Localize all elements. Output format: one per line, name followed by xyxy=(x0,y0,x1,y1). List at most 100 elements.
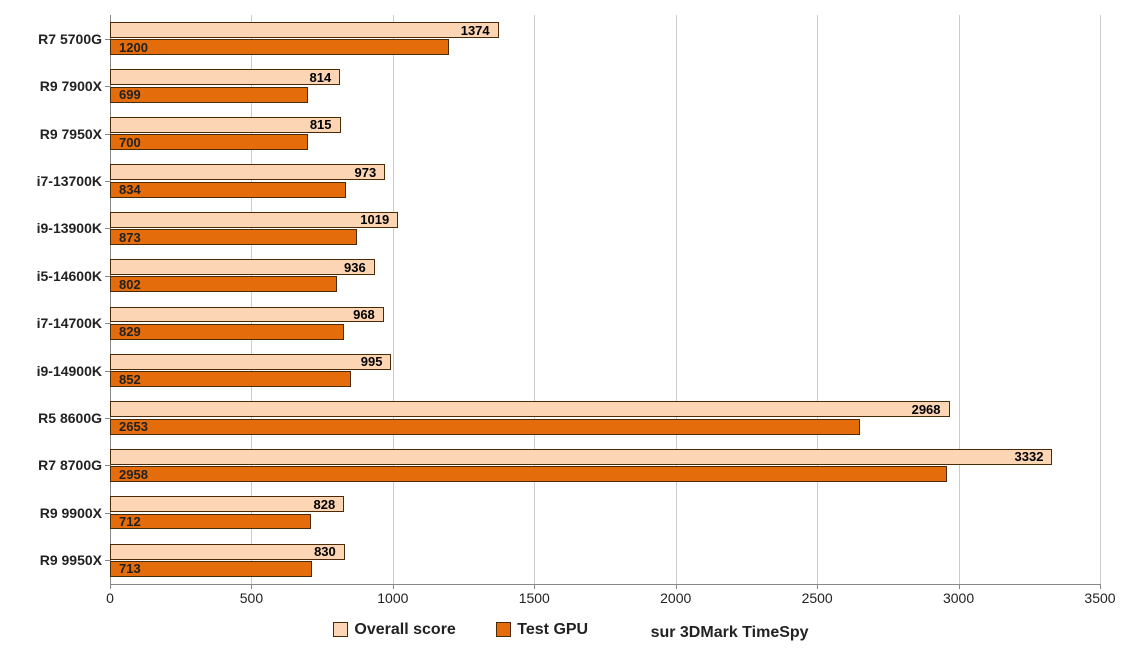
chart-row: R9 9950X830713 xyxy=(110,537,1100,584)
bar-gpu: 2958 xyxy=(110,466,947,482)
bar-group: 814 699 xyxy=(110,68,1100,103)
y-axis-label: i7-14700K xyxy=(10,300,110,347)
x-axis-label: 0 xyxy=(106,590,114,606)
bar-gpu: 700 xyxy=(110,134,308,150)
y-axis-label: i7-13700K xyxy=(10,157,110,204)
bar-gpu: 873 xyxy=(110,229,357,245)
legend-label-gpu: Test GPU xyxy=(517,621,588,639)
bar-value-overall: 828 xyxy=(314,497,336,512)
x-tick xyxy=(676,584,677,589)
chart-row: i5-14600K936802 xyxy=(110,252,1100,299)
benchmark-chart: 0 500 1000 1500 2000 2500 3000 3500 R7 5700G 1374… xyxy=(0,0,1124,654)
chart-row: R5 8600G29682653 xyxy=(110,394,1100,441)
y-axis-label: R9 9900X xyxy=(10,489,110,536)
bar-group: 828 712 xyxy=(110,495,1100,530)
x-axis-label: 2000 xyxy=(660,590,691,606)
bar-value-overall: 936 xyxy=(344,260,366,275)
bar-overall: 3332 xyxy=(110,449,1052,465)
bar-group: 830 713 xyxy=(110,543,1100,578)
bar-overall: 814 xyxy=(110,69,340,85)
x-axis-label: 3500 xyxy=(1084,590,1115,606)
bar-gpu: 829 xyxy=(110,324,344,340)
bar-value-gpu: 2653 xyxy=(119,419,148,434)
bar-value-overall: 815 xyxy=(310,117,332,132)
bar-value-gpu: 1200 xyxy=(119,40,148,55)
bar-value-gpu: 713 xyxy=(119,561,141,576)
bar-overall: 995 xyxy=(110,354,391,370)
chart-row: i9-13900K1019873 xyxy=(110,205,1100,252)
swatch-overall xyxy=(333,622,348,637)
bar-gpu: 834 xyxy=(110,182,346,198)
bar-group: 936 802 xyxy=(110,258,1100,293)
bar-overall: 2968 xyxy=(110,401,950,417)
x-axis-label: 500 xyxy=(240,590,263,606)
bar-value-gpu: 834 xyxy=(119,182,141,197)
bar-overall: 936 xyxy=(110,259,375,275)
bar-value-overall: 1374 xyxy=(461,23,490,38)
gridline xyxy=(1100,15,1101,584)
bar-value-overall: 995 xyxy=(361,354,383,369)
chart-row: R9 9900X828712 xyxy=(110,489,1100,536)
bar-gpu: 699 xyxy=(110,87,308,103)
bar-value-gpu: 873 xyxy=(119,230,141,245)
plot-area: 0500100015002000250030003500R7 5700G1374… xyxy=(110,15,1100,585)
bar-gpu: 1200 xyxy=(110,39,449,55)
y-axis-label: i9-13900K xyxy=(10,205,110,252)
y-axis-label: R7 8700G xyxy=(10,442,110,489)
bar-value-gpu: 829 xyxy=(119,324,141,339)
chart-row: i9-14900K995852 xyxy=(110,347,1100,394)
bar-group: 3332 2958 xyxy=(110,448,1100,483)
bar-value-gpu: 712 xyxy=(119,514,141,529)
bar-overall: 828 xyxy=(110,496,344,512)
bar-value-gpu: 802 xyxy=(119,277,141,292)
bar-value-overall: 2968 xyxy=(912,402,941,417)
bar-group: 1019 873 xyxy=(110,211,1100,246)
bar-value-gpu: 700 xyxy=(119,135,141,150)
y-axis-label: R7 5700G xyxy=(10,15,110,62)
bar-overall: 1374 xyxy=(110,22,499,38)
bar-value-gpu: 852 xyxy=(119,372,141,387)
chart-row: R7 8700G33322958 xyxy=(110,442,1100,489)
x-tick xyxy=(959,584,960,589)
x-tick xyxy=(534,584,535,589)
legend-label-overall: Overall score xyxy=(354,621,455,639)
bar-gpu: 2653 xyxy=(110,419,860,435)
x-tick xyxy=(393,584,394,589)
legend-item-gpu: Test GPU xyxy=(496,621,588,639)
chart-row: i7-14700K968829 xyxy=(110,300,1100,347)
bar-group: 973834 xyxy=(110,163,1100,198)
legend-item-overall: Overall score xyxy=(333,621,455,639)
x-axis-label: 1500 xyxy=(519,590,550,606)
x-tick xyxy=(817,584,818,589)
bar-value-overall: 814 xyxy=(310,70,332,85)
bar-group: 995 852 xyxy=(110,353,1100,388)
bar-group: 2968 2653 xyxy=(110,400,1100,435)
y-axis-label: R5 8600G xyxy=(10,394,110,441)
bar-gpu: 712 xyxy=(110,514,311,530)
bar-overall: 830 xyxy=(110,544,345,560)
y-axis-label: i5-14600K xyxy=(10,252,110,299)
x-axis-label: 2500 xyxy=(802,590,833,606)
bar-value-overall: 968 xyxy=(353,307,375,322)
legend-caption: sur 3DMark TimeSpy xyxy=(651,624,809,642)
bar-value-gpu: 2958 xyxy=(119,467,148,482)
y-axis-label: i9-14900K xyxy=(10,347,110,394)
bar-overall: 815 xyxy=(110,117,341,133)
x-axis-label: 3000 xyxy=(943,590,974,606)
bar-group: 815 700 xyxy=(110,116,1100,151)
legend: Overall score Test GPU sur 3DMark TimeSp… xyxy=(0,621,1124,643)
x-tick xyxy=(251,584,252,589)
chart-row: R9 7950X815700 xyxy=(110,110,1100,157)
y-axis-label: R9 7950X xyxy=(10,110,110,157)
x-axis-label: 1000 xyxy=(377,590,408,606)
bar-gpu: 802 xyxy=(110,276,337,292)
chart-row: i7-13700K973834 xyxy=(110,157,1100,204)
bar-value-overall: 3332 xyxy=(1015,449,1044,464)
x-tick xyxy=(1100,584,1101,589)
bar-value-overall: 830 xyxy=(314,544,336,559)
bar-gpu: 713 xyxy=(110,561,312,577)
bar-value-overall: 1019 xyxy=(360,212,389,227)
bar-gpu: 852 xyxy=(110,371,351,387)
bar-overall: 1019 xyxy=(110,212,398,228)
bar-value-gpu: 699 xyxy=(119,87,141,102)
